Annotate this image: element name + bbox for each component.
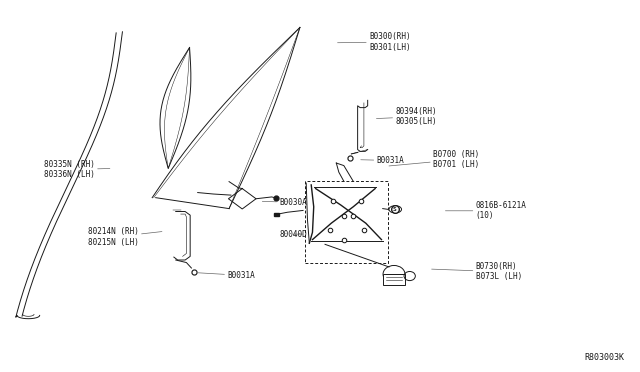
Text: 80040D: 80040D: [279, 230, 307, 238]
Text: 80214N (RH)
80215N (LH): 80214N (RH) 80215N (LH): [88, 227, 162, 247]
Text: B0300(RH)
B0301(LH): B0300(RH) B0301(LH): [337, 32, 410, 52]
Bar: [273, 213, 278, 215]
Bar: [383, 274, 404, 285]
Text: S: S: [392, 207, 396, 212]
Text: B0030A: B0030A: [262, 198, 307, 207]
Text: B0031A: B0031A: [361, 156, 404, 165]
Text: 0816B-6121A
(10): 0816B-6121A (10): [445, 201, 527, 221]
Text: B0031A: B0031A: [198, 271, 255, 280]
Text: B0730(RH)
B073L (LH): B0730(RH) B073L (LH): [431, 262, 522, 281]
Text: R803003K: R803003K: [584, 353, 624, 362]
Text: B0700 (RH)
B0701 (LH): B0700 (RH) B0701 (LH): [389, 150, 479, 170]
Text: 80335N (RH)
80336N (LH): 80335N (RH) 80336N (LH): [44, 160, 110, 179]
Text: 80394(RH)
80305(LH): 80394(RH) 80305(LH): [376, 107, 437, 126]
